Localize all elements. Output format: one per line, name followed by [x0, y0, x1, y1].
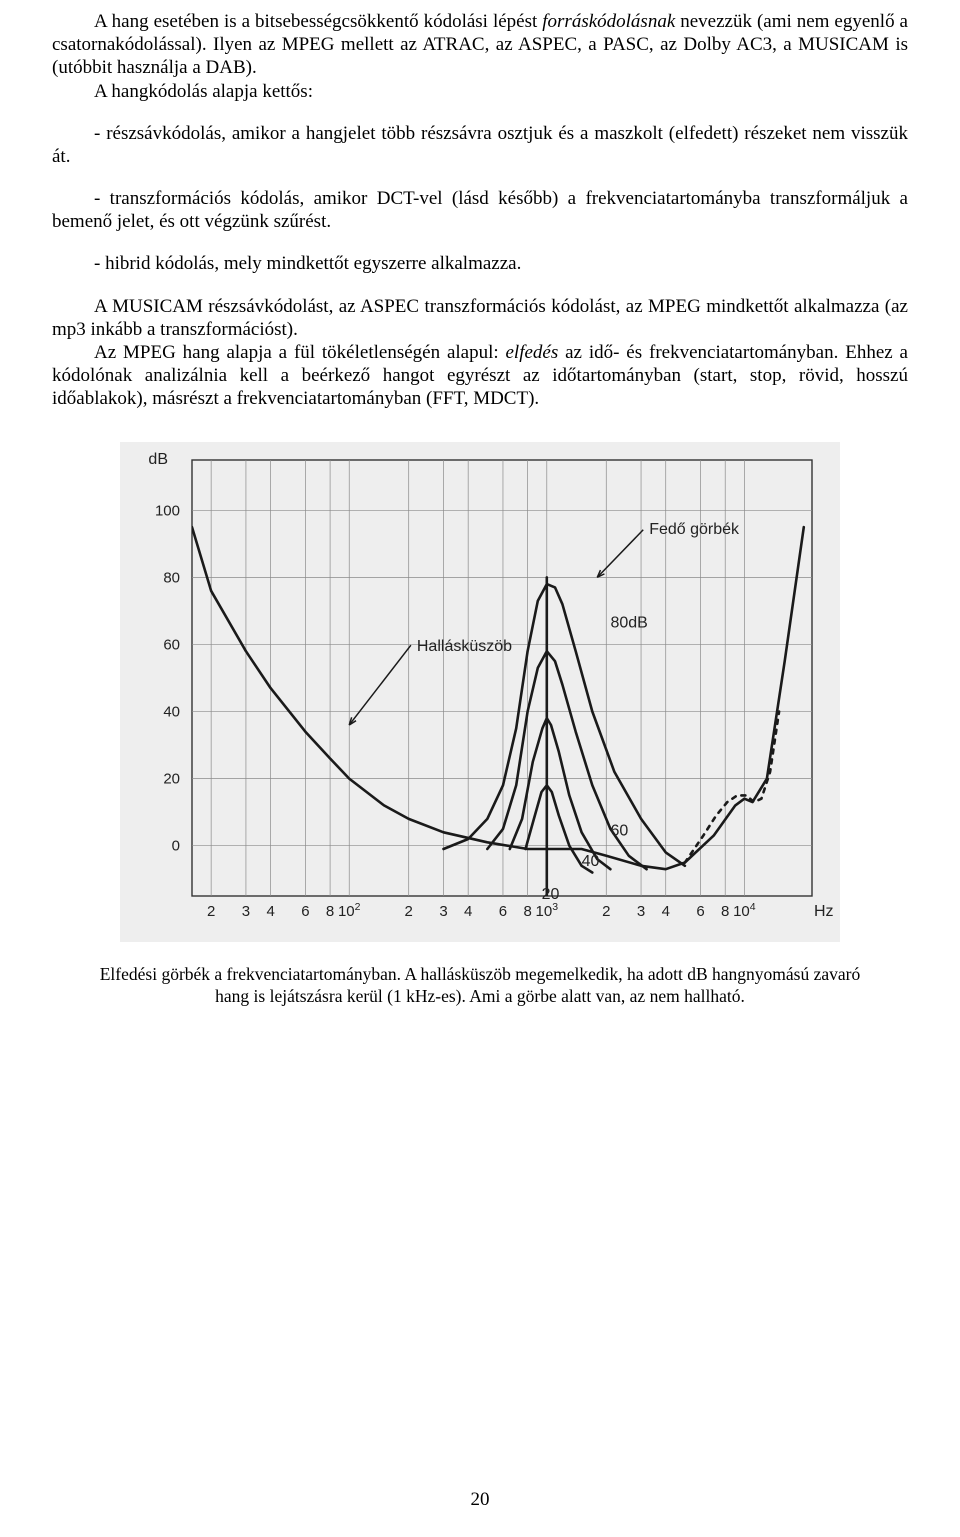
svg-text:Hallásküszöb: Hallásküszöb [417, 639, 512, 656]
svg-text:Fedő görbék: Fedő görbék [649, 521, 740, 538]
svg-text:2: 2 [405, 903, 413, 920]
svg-text:60: 60 [163, 637, 180, 654]
svg-text:20: 20 [542, 886, 560, 903]
svg-text:dB: dB [148, 451, 168, 468]
paragraph-2: A hangkódolás alapja kettős: [52, 80, 908, 103]
svg-text:6: 6 [696, 903, 704, 920]
svg-text:3: 3 [637, 903, 645, 920]
svg-text:80dB: 80dB [610, 615, 647, 632]
bullet-2: - transzformációs kódolás, amikor DCT-ve… [52, 187, 908, 233]
svg-text:80: 80 [163, 570, 180, 587]
p1-text-a: A hang esetében is a bitsebességcsökkent… [94, 11, 542, 32]
svg-text:6: 6 [499, 903, 507, 920]
p7-text-b: elfedés [506, 342, 559, 363]
svg-text:20: 20 [163, 771, 180, 788]
paragraph-6: A MUSICAM részsávkódolást, az ASPEC tran… [52, 295, 908, 341]
svg-text:4: 4 [266, 903, 274, 920]
svg-text:8: 8 [326, 903, 334, 920]
document-page: A hang esetében is a bitsebességcsökkent… [0, 0, 960, 1537]
masking-chart: 020406080100dB234681022346810323468104Hz… [120, 442, 840, 942]
p1-text-b: forráskódolásnak [542, 11, 675, 32]
svg-text:8: 8 [523, 903, 531, 920]
svg-text:2: 2 [602, 903, 610, 920]
svg-text:100: 100 [155, 503, 180, 520]
svg-text:60: 60 [610, 823, 628, 840]
svg-text:40: 40 [582, 853, 600, 870]
svg-text:4: 4 [662, 903, 670, 920]
svg-text:2: 2 [207, 903, 215, 920]
svg-text:4: 4 [464, 903, 472, 920]
p7-text-a: Az MPEG hang alapja a fül tökéletlenségé… [94, 342, 506, 363]
page-number: 20 [0, 1489, 960, 1511]
svg-text:Hz: Hz [814, 903, 834, 920]
figure-caption: Elfedési görbék a frekvenciatartományban… [82, 964, 878, 1008]
svg-text:6: 6 [301, 903, 309, 920]
svg-text:0: 0 [172, 838, 180, 855]
masking-chart-svg: 020406080100dB234681022346810323468104Hz… [120, 442, 840, 942]
bullet-3: - hibrid kódolás, mely mindkettőt egysze… [52, 252, 908, 275]
bullet-1: - részsávkódolás, amikor a hangjelet töb… [52, 122, 908, 168]
svg-text:8: 8 [721, 903, 729, 920]
paragraph-7: Az MPEG hang alapja a fül tökéletlenségé… [52, 341, 908, 411]
paragraph-1: A hang esetében is a bitsebességcsökkent… [52, 10, 908, 80]
svg-text:40: 40 [163, 704, 180, 721]
svg-text:3: 3 [242, 903, 250, 920]
svg-text:3: 3 [439, 903, 447, 920]
